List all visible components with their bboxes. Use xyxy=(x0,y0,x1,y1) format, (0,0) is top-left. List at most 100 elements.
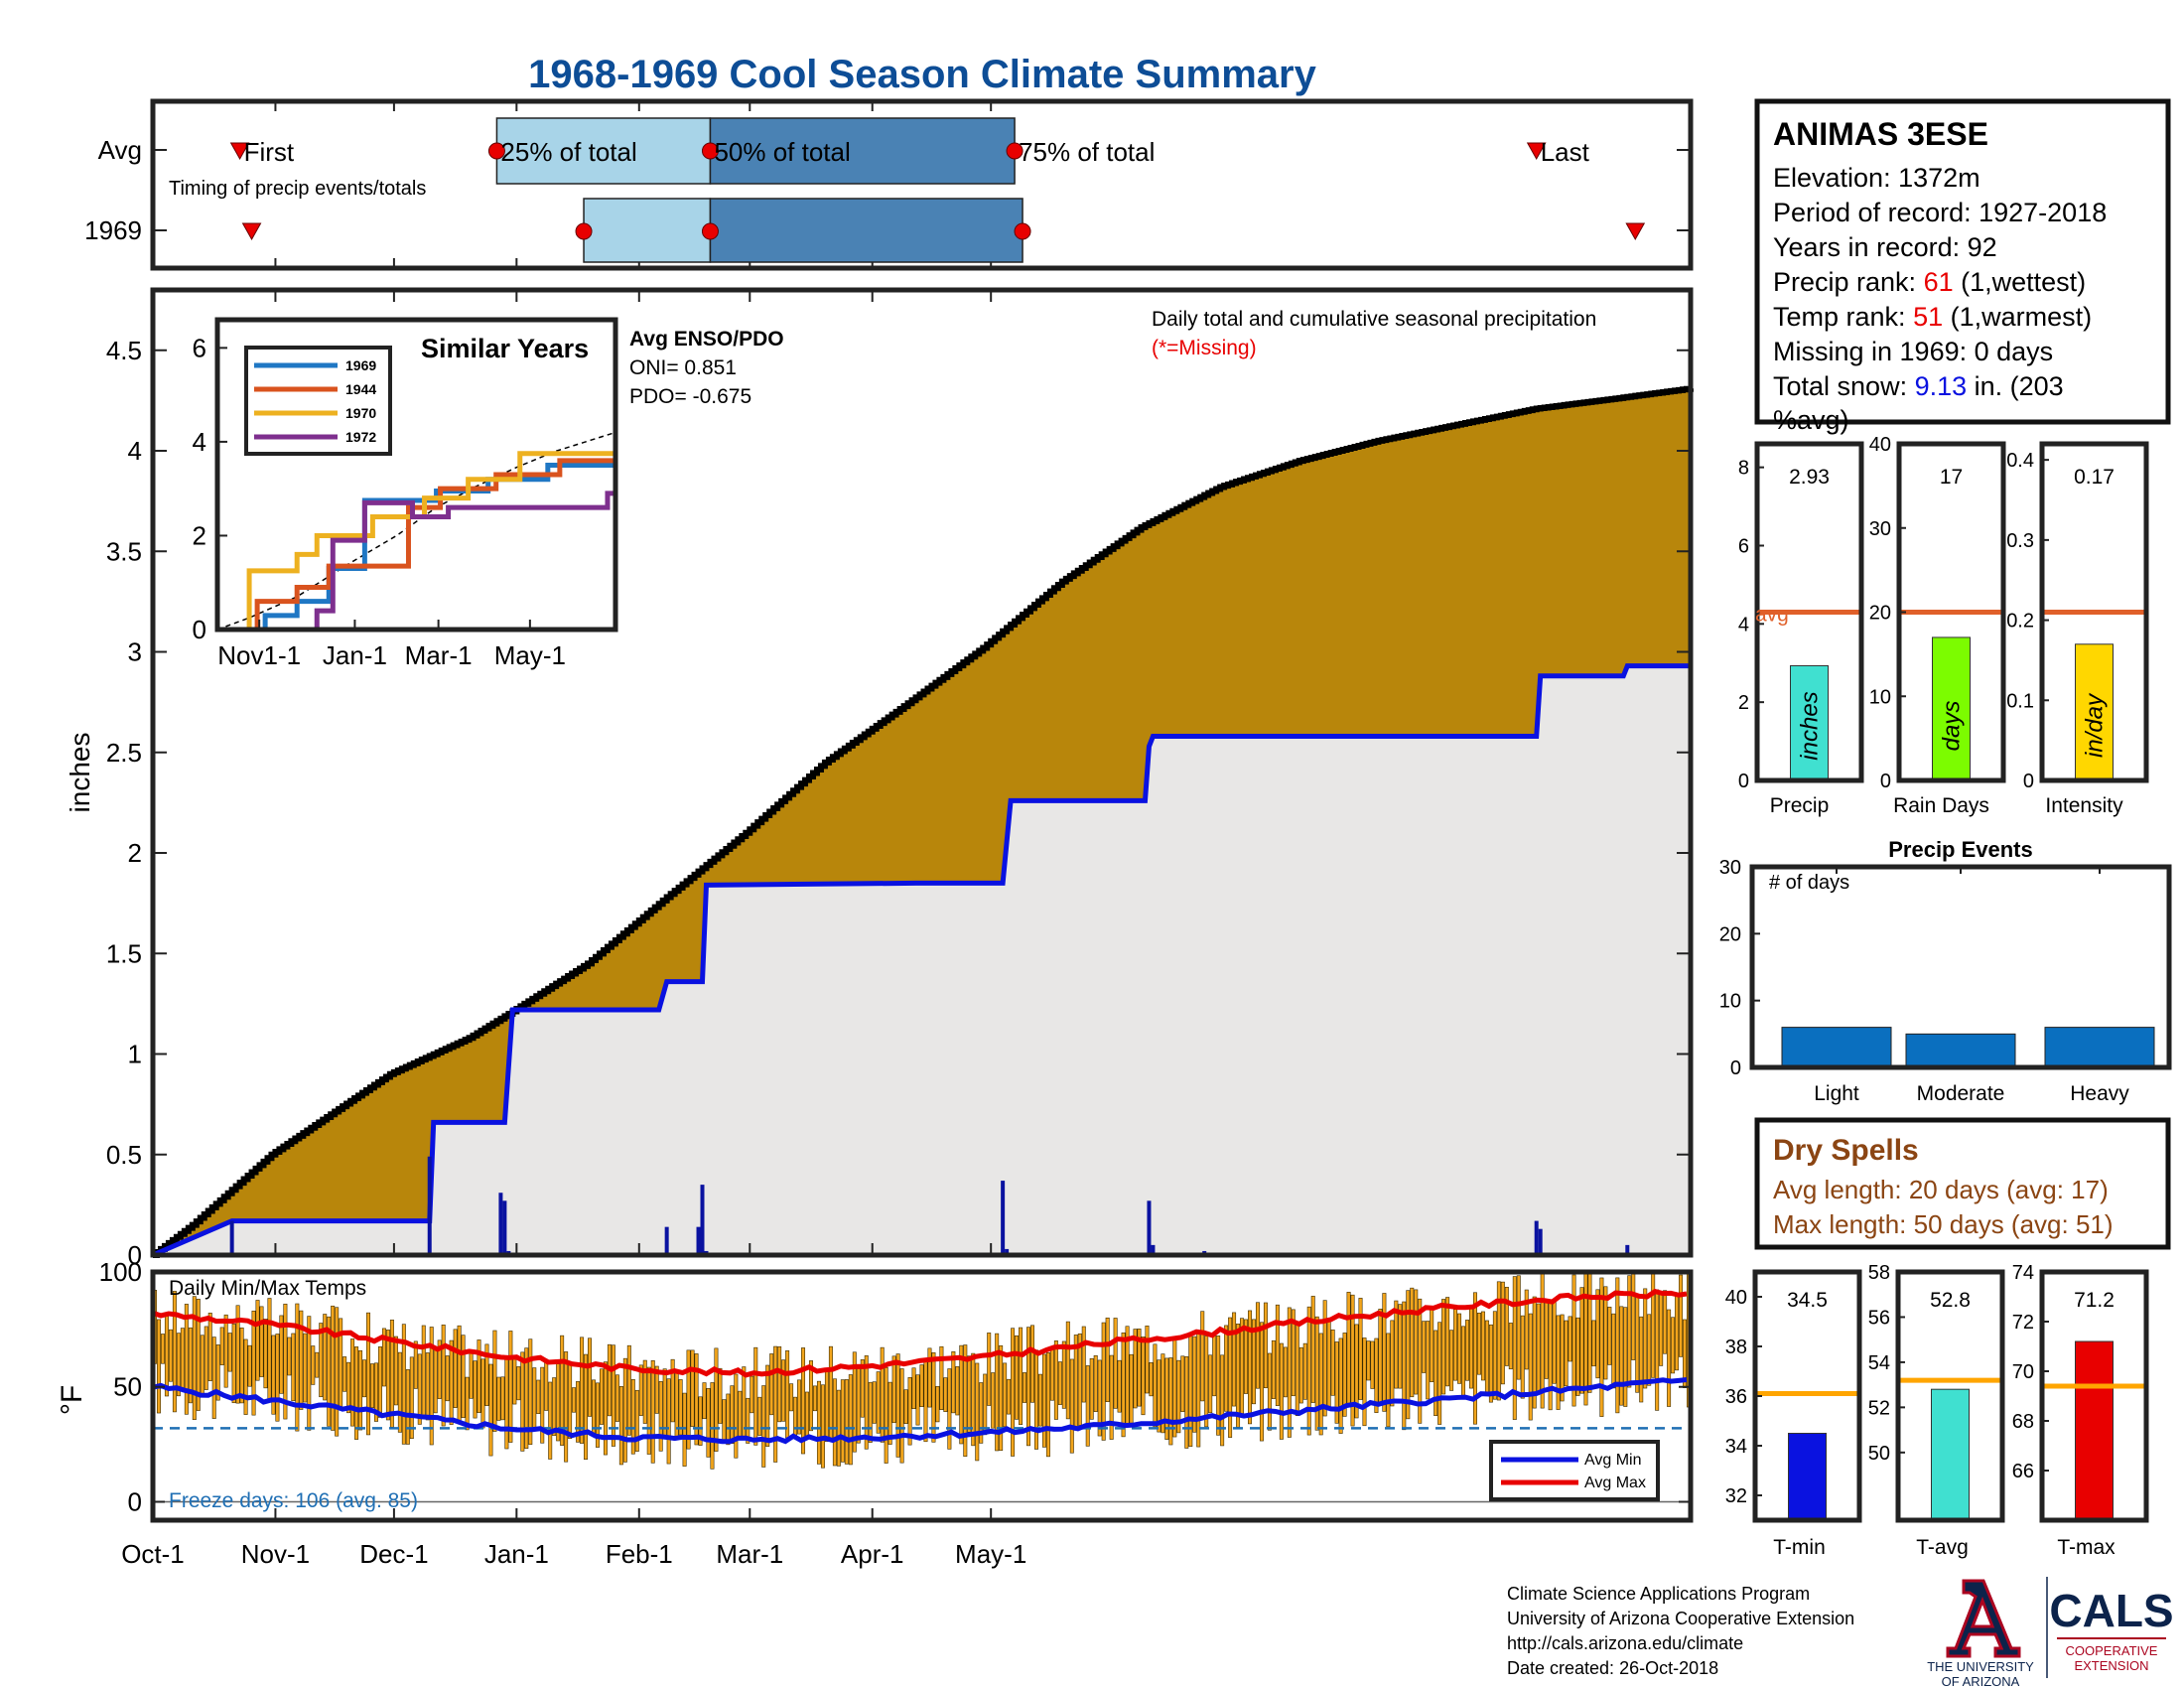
daily-temp-bar xyxy=(425,1352,430,1421)
similar-years-legend: 1969 1944 1970 1972 xyxy=(244,346,392,456)
inset-xtick-label: Mar-1 xyxy=(405,640,473,670)
daily-temp-bar xyxy=(1085,1365,1090,1447)
temp-stat-value: 71.2 xyxy=(2074,1289,2115,1312)
daily-temp-bar xyxy=(682,1392,687,1467)
daily-temp-bar xyxy=(666,1378,671,1465)
daily-temp-bar xyxy=(1564,1320,1569,1387)
footer-line2: University of Arizona Cooperative Extens… xyxy=(1507,1609,1854,1628)
daily-temp-bar xyxy=(1406,1290,1411,1420)
daily-temp-bar xyxy=(1279,1342,1284,1440)
daily-temp-bar xyxy=(816,1380,821,1465)
daily-temp-bar xyxy=(385,1330,390,1421)
daily-temp-bar xyxy=(588,1337,593,1417)
daily-temp-bar xyxy=(832,1378,837,1467)
daily-temp-bar xyxy=(192,1296,197,1420)
daily-temp-bar xyxy=(1330,1329,1335,1396)
season-axis-label: Apr-1 xyxy=(841,1539,904,1569)
daily-temp-bar xyxy=(765,1364,770,1447)
stat-value: 17 xyxy=(1940,466,1963,489)
daily-temp-bar xyxy=(168,1329,173,1382)
daily-precip-bar xyxy=(696,1226,701,1255)
precip-panel: 0 0.5 1 1.5 2 2.5 3 3.5 4 4.5 inches Daily total … xyxy=(65,287,1694,1270)
temp-stat-tick-label: 54 xyxy=(1868,1352,1890,1374)
precip-events-ylabel: # of days xyxy=(1769,872,1849,894)
temp-stat-label: T-avg xyxy=(1916,1536,1969,1559)
footer-line1: Climate Science Applications Program xyxy=(1507,1584,1810,1604)
temp-stat-tick-label: 74 xyxy=(2012,1262,2034,1284)
daily-temp-bar xyxy=(1627,1275,1632,1388)
daily-temp-bar xyxy=(342,1356,347,1392)
season-axis-label: Jan-1 xyxy=(484,1539,549,1569)
daily-temp-bar xyxy=(1461,1326,1466,1398)
daily-temp-bar xyxy=(1065,1321,1070,1420)
daily-temp-bar xyxy=(927,1347,932,1408)
daily-temp-bar xyxy=(180,1328,185,1391)
coop-ext-line2: EXTENSION xyxy=(2074,1658,2148,1673)
daily-temp-bar xyxy=(492,1330,497,1432)
daily-temp-bar xyxy=(959,1344,964,1445)
daily-temp-bar xyxy=(504,1357,509,1450)
university-of-arizona-logo: THE UNIVERSITY OF ARIZONA CALS COOPERATI… xyxy=(1927,1577,2174,1688)
freeze-days: Freeze days: 106 (avg. 85) xyxy=(169,1489,418,1512)
daily-precip-bar xyxy=(700,1185,705,1255)
daily-temp-bar xyxy=(552,1377,557,1437)
cals-logo-text: CALS xyxy=(2049,1585,2173,1636)
daily-temp-bar xyxy=(1220,1354,1225,1447)
daily-temp-bar xyxy=(1528,1313,1533,1421)
daily-temp-bar xyxy=(650,1360,655,1464)
daily-temp-bar xyxy=(480,1358,485,1429)
daily-temp-bar xyxy=(520,1351,525,1452)
stat-tick-label: 30 xyxy=(1869,518,1891,540)
precip-tick-label: 1 xyxy=(128,1040,142,1069)
daily-temp-bar xyxy=(828,1345,833,1440)
y1969-first-marker xyxy=(241,222,262,241)
daily-temp-bar xyxy=(698,1396,703,1446)
daily-temp-bar xyxy=(413,1340,418,1389)
daily-temp-bar xyxy=(1587,1272,1592,1393)
daily-temp-bar xyxy=(1306,1306,1311,1436)
daily-temp-bar xyxy=(1271,1339,1276,1399)
temp-stat-bar xyxy=(1931,1388,1970,1521)
daily-temp-bar xyxy=(1133,1329,1138,1409)
daily-temp-bar xyxy=(1053,1340,1058,1420)
daily-temp-bar xyxy=(1145,1326,1150,1394)
daily-temp-bar xyxy=(576,1381,581,1443)
precip-tick-label: 3 xyxy=(128,637,142,667)
daily-temp-bar xyxy=(405,1369,410,1445)
daily-temp-bar xyxy=(1599,1277,1604,1417)
daily-precip-bar xyxy=(1147,1200,1152,1255)
avg-first-marker xyxy=(229,142,250,161)
daily-temp-bar xyxy=(1224,1325,1229,1412)
y1969-cumulative-area xyxy=(153,665,1691,1255)
daily-temp-bar xyxy=(1679,1274,1684,1357)
daily-temp-bar xyxy=(1370,1340,1375,1389)
precip-y-ticks: 0 0.5 1 1.5 2 2.5 3 3.5 4 4.5 xyxy=(106,290,1691,1270)
temp-stat-value: 52.8 xyxy=(1930,1289,1971,1312)
daily-temp-bar xyxy=(1437,1322,1442,1425)
daily-temp-bar xyxy=(1655,1289,1660,1411)
daily-temp-bar xyxy=(1310,1296,1315,1403)
daily-temp-bar xyxy=(710,1382,715,1470)
precip-tick-label: 4.5 xyxy=(106,336,142,365)
timing-month-ticks xyxy=(152,101,993,268)
daily-temp-bar xyxy=(915,1374,920,1426)
season-axis-label: Feb-1 xyxy=(606,1539,673,1569)
daily-temp-bars xyxy=(153,1269,1691,1470)
daily-temp-bar xyxy=(445,1355,450,1402)
daily-temp-bar xyxy=(1390,1320,1395,1407)
temp-stat-tick-label: 68 xyxy=(2012,1411,2034,1433)
temp-stat-tick-label: 32 xyxy=(1725,1485,1747,1507)
temp-stat-frame xyxy=(1895,1269,2005,1523)
daily-temp-bar xyxy=(1571,1274,1576,1407)
avg-q25-q50-box xyxy=(495,117,712,185)
daily-temp-bar xyxy=(263,1319,268,1389)
stat-tick-label: 0 xyxy=(2023,771,2034,792)
daily-temp-bar xyxy=(979,1382,984,1444)
inset-xtick-label: Jan-1 xyxy=(323,640,387,670)
temp-stat-tick-label: 36 xyxy=(1725,1386,1747,1408)
temp-stat-label: T-max xyxy=(2057,1536,2116,1559)
inset-ytick-label: 0 xyxy=(193,615,206,644)
temp-stat-tick-label: 70 xyxy=(2012,1361,2034,1383)
daily-temp-bar xyxy=(797,1379,802,1435)
stat-tick-label: 0 xyxy=(1880,771,1891,792)
